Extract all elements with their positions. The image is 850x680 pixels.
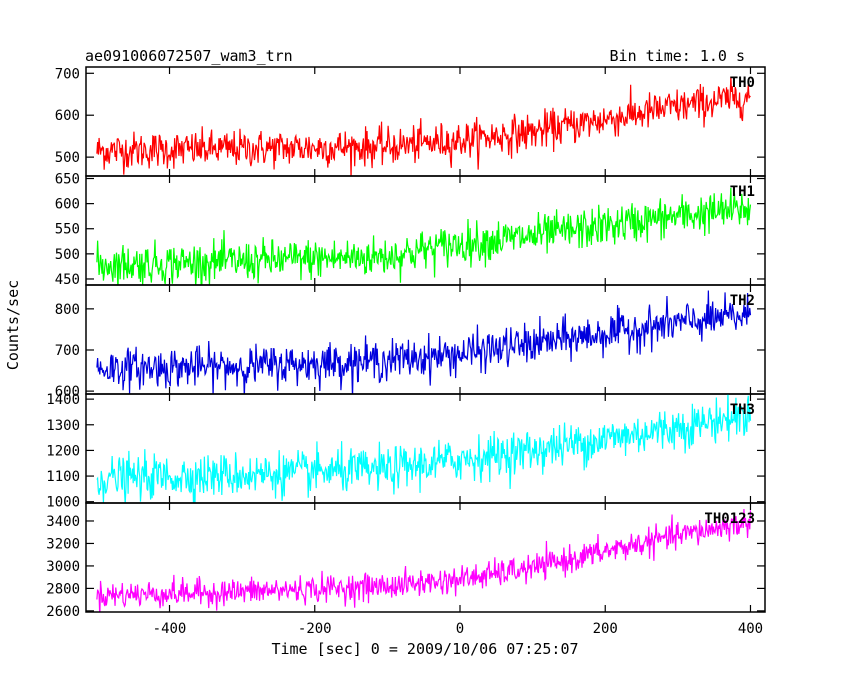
x-tick-label: 200 xyxy=(593,621,618,637)
series-line-th1 xyxy=(96,187,752,285)
panel-frame-th0123 xyxy=(85,502,766,613)
y-tick-label: 1300 xyxy=(46,418,80,434)
panels-group: 500 600 700 TH0 450 500 550 600 650 TH1 600 700 800 T… xyxy=(46,66,766,620)
panel-label-th2: TH2 xyxy=(730,293,755,309)
y-tick-label: 2600 xyxy=(46,604,80,620)
series-line-th0 xyxy=(96,76,751,176)
y-tick-label: 650 xyxy=(55,172,80,188)
y-tick-label: 700 xyxy=(55,343,80,359)
x-tick-label: 400 xyxy=(738,621,763,637)
bin-time-label: Bin time: 1.0 s xyxy=(610,47,745,65)
series-line-th2 xyxy=(96,290,752,394)
y-tick-label: 1100 xyxy=(46,469,80,485)
y-tick-label: 550 xyxy=(55,222,80,238)
panel-label-th3: TH3 xyxy=(730,402,755,418)
panel-th1: 450 500 550 600 650 TH1 xyxy=(55,172,766,288)
chart-title: ae091006072507_wam3_trn xyxy=(85,47,293,65)
series-line-th3 xyxy=(96,394,752,503)
y-tick-label: 450 xyxy=(55,272,80,288)
y-tick-label: 3000 xyxy=(46,559,80,575)
series-line-th0123 xyxy=(96,509,752,612)
x-axis: -400 -200 0 200 400 xyxy=(153,621,763,637)
y-tick-label: 3400 xyxy=(46,514,80,530)
panel-frame-th0 xyxy=(85,66,766,177)
y-tick-label: 500 xyxy=(55,247,80,263)
y-tick-label: 3200 xyxy=(46,536,80,552)
y-tick-label: 600 xyxy=(55,384,80,400)
y-tick-label: 1000 xyxy=(46,495,80,511)
x-tick-label: -400 xyxy=(153,621,187,637)
y-tick-label: 600 xyxy=(55,108,80,124)
y-tick-label: 500 xyxy=(55,150,80,166)
y-tick-label: 2800 xyxy=(46,581,80,597)
y-tick-label: 700 xyxy=(55,66,80,82)
panel-label-th0: TH0 xyxy=(730,75,755,91)
y-axis-label: Counts/sec xyxy=(4,280,22,370)
y-tick-label: 800 xyxy=(55,302,80,318)
y-tick-label: 1200 xyxy=(46,443,80,459)
panel-th0123: 2600 2800 3000 3200 3400 TH0123 xyxy=(46,502,766,620)
x-tick-label: 0 xyxy=(456,621,464,637)
panel-label-th1: TH1 xyxy=(730,184,755,200)
panel-th0: 500 600 700 TH0 xyxy=(55,66,766,177)
panel-th2: 600 700 800 TH2 xyxy=(55,284,766,400)
x-axis-label: Time [sec] 0 = 2009/10/06 07:25:07 xyxy=(271,640,578,658)
panel-th3: 1000 1100 1200 1300 1400 TH3 xyxy=(46,392,766,511)
panel-label-th0123: TH0123 xyxy=(704,511,755,527)
y-tick-label: 1400 xyxy=(46,392,80,408)
y-tick-label: 600 xyxy=(55,197,80,213)
x-tick-label: -200 xyxy=(298,621,332,637)
